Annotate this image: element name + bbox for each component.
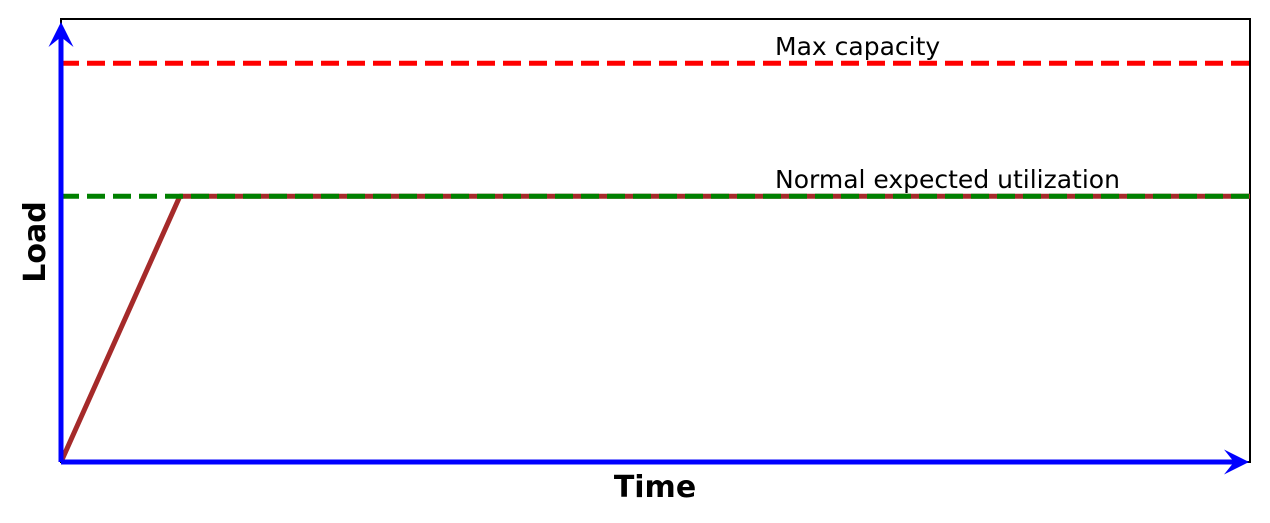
x-axis-label: Time bbox=[614, 470, 696, 505]
load-series-line-0 bbox=[58, 193, 1250, 464]
normal-utilization-label: Normal expected utilization bbox=[775, 165, 1120, 194]
max-capacity-label: Max capacity bbox=[775, 32, 940, 61]
series-lines bbox=[58, 193, 1250, 464]
reference-lines bbox=[61, 60, 1250, 199]
y-axis-label: Load bbox=[18, 201, 53, 282]
plot-frame bbox=[60, 18, 1251, 463]
